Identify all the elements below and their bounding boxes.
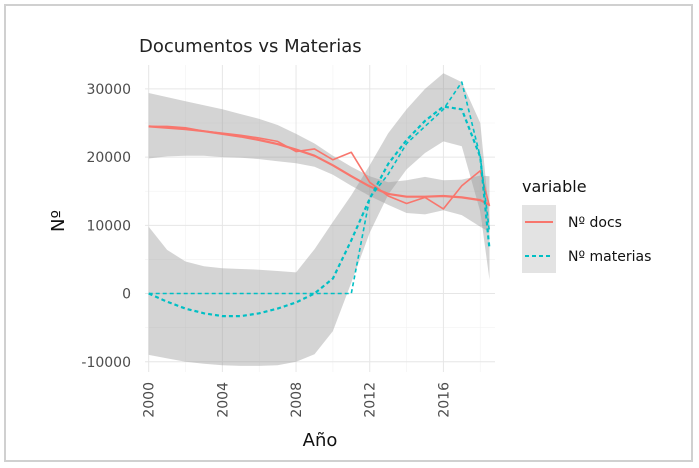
y-axis-ticks: -10000 0 10000 20000 30000 xyxy=(81,82,131,371)
legend-title: variable xyxy=(522,177,587,196)
x-axis-ticks: 2000 2004 2008 2012 2016 xyxy=(142,382,453,418)
raw-line-series-2 xyxy=(148,81,491,295)
y-tick-label: 20000 xyxy=(86,150,131,166)
data-lines xyxy=(148,81,491,318)
x-tick-label: 2004 xyxy=(215,382,231,418)
legend-label-materias: Nº materias xyxy=(568,249,651,265)
grid xyxy=(145,65,495,372)
smooth-line-series-2 xyxy=(148,105,491,318)
x-tick-label: 2000 xyxy=(142,382,158,418)
y-tick-label: 0 xyxy=(122,287,131,303)
x-tick-label: 2016 xyxy=(436,382,452,418)
smooth-line-series-1 xyxy=(148,125,491,206)
legend: variable Nº docs Nº materias xyxy=(522,177,651,273)
x-axis-title: Año xyxy=(303,430,338,451)
legend-label-docs: Nº docs xyxy=(568,215,622,231)
y-tick-label: 30000 xyxy=(86,82,131,98)
y-axis-title: Nº xyxy=(48,210,69,232)
plot-area xyxy=(145,65,495,372)
y-tick-label: -10000 xyxy=(81,355,131,371)
chart-title: Documentos vs Materias xyxy=(139,36,362,57)
y-tick-label: 10000 xyxy=(86,218,131,234)
x-tick-label: 2008 xyxy=(289,382,305,418)
x-tick-label: 2012 xyxy=(363,382,379,418)
